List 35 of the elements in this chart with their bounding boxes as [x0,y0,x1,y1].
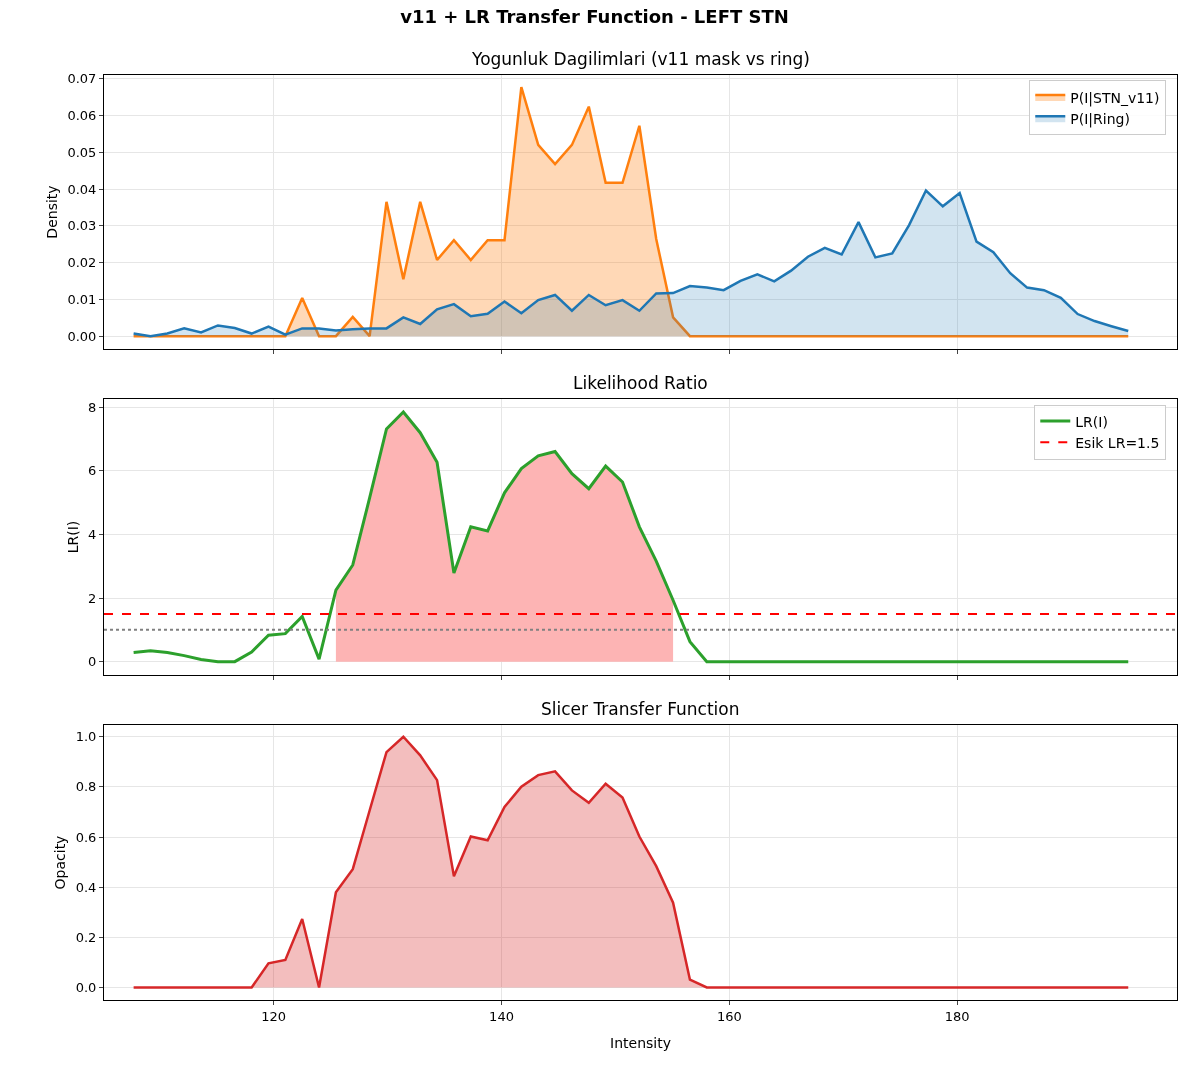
legend-label: LR(I) [1075,413,1108,430]
y-axis-title: LR(I) [64,520,81,554]
y-tick-label: 8 [88,399,97,415]
y-tick-label: 0.0 [75,980,97,996]
y-axis-title: Density [44,185,61,239]
y-tick-label: 6 [88,463,97,479]
y-axis-title: Opacity [52,835,69,890]
x-tick-label: 160 [716,1008,742,1024]
y-tick-label: 0.06 [67,108,97,124]
chart-title: v11 + LR Transfer Function - LEFT STN [400,5,789,27]
y-tick-label: 0.4 [75,879,97,895]
y-tick-label: 1.0 [75,729,97,745]
y-tick-label: 0.00 [67,328,97,344]
x-tick-label: 120 [261,1008,287,1024]
y-tick-label: 0.2 [75,929,97,945]
x-tick-label: 140 [489,1008,514,1024]
legend-label: Esik LR=1.5 [1075,434,1160,451]
y-tick-label: 0.04 [67,181,97,197]
y-tick-label: 0.8 [75,779,97,795]
chart-subtitle: Yogunluk Dagilimlari (v11 mask vs ring) [471,49,810,69]
x-tick-label: 180 [944,1008,970,1024]
y-tick-label: 0.01 [67,291,97,307]
y-tick-label: 0 [88,654,97,670]
y-tick-label: 0.03 [67,218,97,234]
y-tick-label: 0.02 [67,255,97,271]
y-tick-label: 0.6 [75,829,97,845]
y-tick-label: 0.05 [67,144,97,160]
legend-label: P(I|Ring) [1070,110,1130,128]
y-tick-label: 4 [88,527,97,543]
y-tick-label: 0.07 [67,71,97,87]
x-axis-title: Intensity [610,1034,671,1051]
chart-title: Likelihood Ratio [573,373,708,393]
legend-label: P(I|STN_v11) [1070,89,1160,107]
y-tick-label: 2 [88,590,97,606]
chart-title: Slicer Transfer Function [541,699,740,719]
